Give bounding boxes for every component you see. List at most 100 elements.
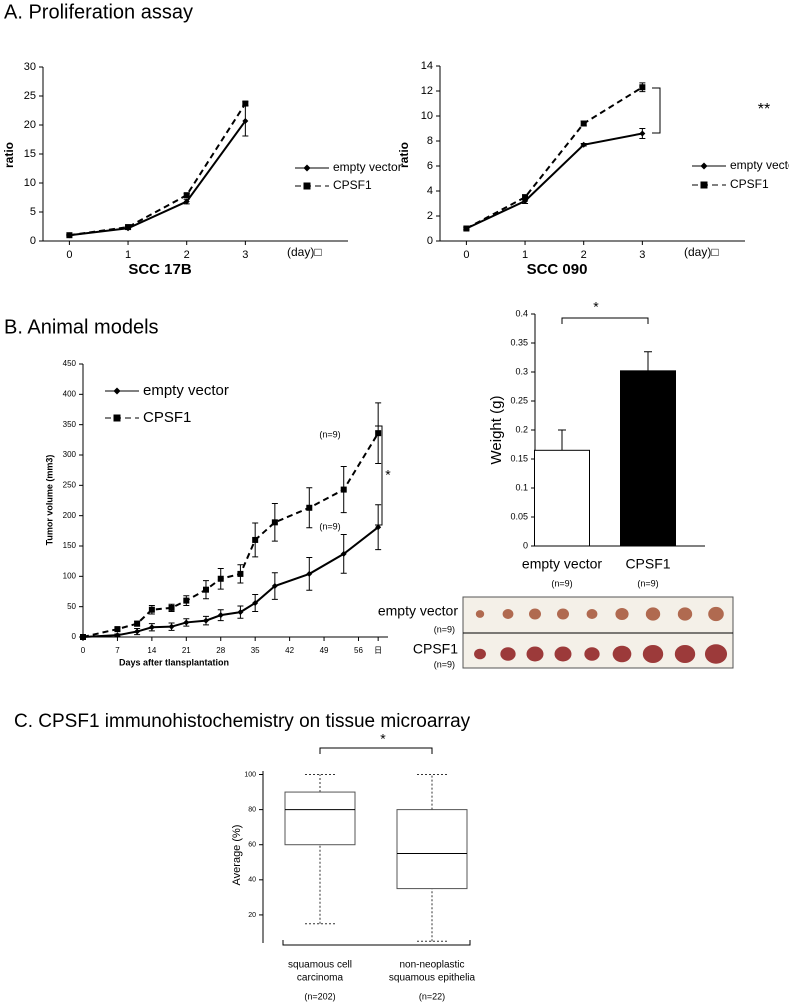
y-tick-label: 60 bbox=[248, 842, 256, 849]
y-tick-label: 0.3 bbox=[515, 366, 528, 376]
tumor-photo bbox=[557, 608, 569, 620]
x-axis-label: Days after tlansplantation bbox=[119, 657, 229, 667]
marker bbox=[168, 623, 175, 630]
error-bar bbox=[558, 429, 566, 451]
marker bbox=[168, 604, 175, 611]
x-tick-label: 56 bbox=[354, 646, 363, 655]
marker bbox=[639, 84, 646, 91]
y-tick-label: 6 bbox=[427, 160, 433, 172]
whisker bbox=[417, 774, 447, 810]
tumor-photo bbox=[526, 646, 544, 662]
legend-label: empty vector bbox=[730, 158, 789, 172]
annotation: * bbox=[385, 467, 391, 483]
marker bbox=[217, 612, 224, 619]
y-tick-label: 0.25 bbox=[510, 395, 528, 405]
x-tick-label: 35 bbox=[251, 646, 260, 655]
marker bbox=[237, 570, 244, 577]
x-tick-label: 28 bbox=[216, 646, 225, 655]
annotation: ** bbox=[758, 101, 770, 118]
marker bbox=[252, 600, 259, 607]
marker bbox=[700, 181, 708, 189]
significance-bracket bbox=[375, 425, 383, 526]
marker bbox=[183, 192, 190, 199]
y-tick-label: 50 bbox=[67, 602, 76, 611]
marker bbox=[80, 634, 86, 640]
y-tick-label: 4 bbox=[427, 185, 433, 197]
marker bbox=[580, 120, 587, 127]
y-tick-label: 0 bbox=[72, 632, 77, 641]
y-tick-label: 0.35 bbox=[510, 337, 528, 347]
bar bbox=[620, 370, 676, 547]
tumor-photo bbox=[677, 607, 693, 621]
tumor-photo bbox=[502, 609, 514, 619]
tumor-photo bbox=[475, 610, 485, 618]
marker bbox=[113, 387, 121, 395]
marker bbox=[580, 141, 587, 148]
x-tick-label: 21 bbox=[182, 646, 191, 655]
marker bbox=[242, 117, 249, 124]
x-tick-label: 7 bbox=[115, 646, 120, 655]
y-tick-label: 300 bbox=[63, 450, 77, 459]
y-axis-label: ratio bbox=[397, 142, 411, 168]
x-tick-label: 2 bbox=[184, 249, 190, 261]
n-label: (n=9) bbox=[637, 578, 658, 588]
marker bbox=[303, 164, 311, 172]
y-tick-label: 0.05 bbox=[510, 511, 528, 521]
tumor-photo bbox=[615, 607, 629, 621]
tumor-photo bbox=[584, 647, 600, 661]
legend-label: CPSF1 bbox=[143, 409, 191, 426]
group-bracket bbox=[282, 940, 471, 946]
x-tick-label: CPSF1 bbox=[625, 556, 670, 572]
marker bbox=[66, 232, 73, 239]
x-tick-label: squamous cell bbox=[288, 960, 352, 971]
n-label: (n=22) bbox=[419, 991, 445, 1001]
y-tick-label: 150 bbox=[63, 541, 77, 550]
x-tick-label: non-neoplastic bbox=[399, 960, 464, 971]
x-tick-label: 2 bbox=[581, 249, 587, 261]
y-tick-label: 30 bbox=[24, 61, 36, 73]
y-tick-label: 12 bbox=[421, 85, 433, 97]
marker bbox=[113, 414, 121, 422]
error-bar bbox=[644, 351, 652, 371]
legend-label: CPSF1 bbox=[730, 177, 769, 191]
marker bbox=[114, 626, 121, 633]
marker bbox=[114, 632, 121, 639]
marker bbox=[340, 550, 347, 557]
y-tick-label: 2 bbox=[427, 210, 433, 222]
annotation: * bbox=[593, 299, 599, 315]
x-tick-label: 14 bbox=[147, 646, 156, 655]
tumor-photo bbox=[645, 607, 661, 621]
marker bbox=[148, 624, 155, 631]
marker bbox=[303, 182, 311, 190]
x-tick-label: 1 bbox=[125, 249, 131, 261]
series-line bbox=[82, 432, 380, 638]
marker bbox=[237, 609, 244, 616]
marker bbox=[148, 606, 155, 613]
marker bbox=[340, 486, 347, 493]
y-tick-label: 400 bbox=[63, 389, 77, 398]
x-tick-label: 日 bbox=[374, 646, 382, 655]
box bbox=[284, 791, 356, 846]
marker bbox=[242, 100, 249, 107]
legend-label: empty vector bbox=[333, 160, 402, 174]
significance-bracket bbox=[319, 747, 433, 754]
whisker bbox=[417, 888, 447, 942]
y-tick-label: 5 bbox=[30, 206, 36, 218]
box bbox=[396, 809, 468, 890]
series-line bbox=[82, 526, 379, 638]
tumor-photo bbox=[474, 648, 486, 660]
bar bbox=[534, 449, 590, 547]
photo-n: (n=9) bbox=[434, 624, 455, 634]
marker bbox=[639, 130, 646, 137]
legend-label: CPSF1 bbox=[333, 178, 372, 192]
x-tick-label: 3 bbox=[639, 249, 645, 261]
x-tick-label: 0 bbox=[463, 249, 469, 261]
x-tick-label: 49 bbox=[320, 646, 329, 655]
series-line bbox=[465, 132, 643, 230]
marker bbox=[271, 583, 278, 590]
marker bbox=[183, 198, 190, 205]
y-tick-label: 0.2 bbox=[515, 424, 528, 434]
series-line bbox=[465, 86, 643, 230]
y-tick-label: 40 bbox=[248, 877, 256, 884]
